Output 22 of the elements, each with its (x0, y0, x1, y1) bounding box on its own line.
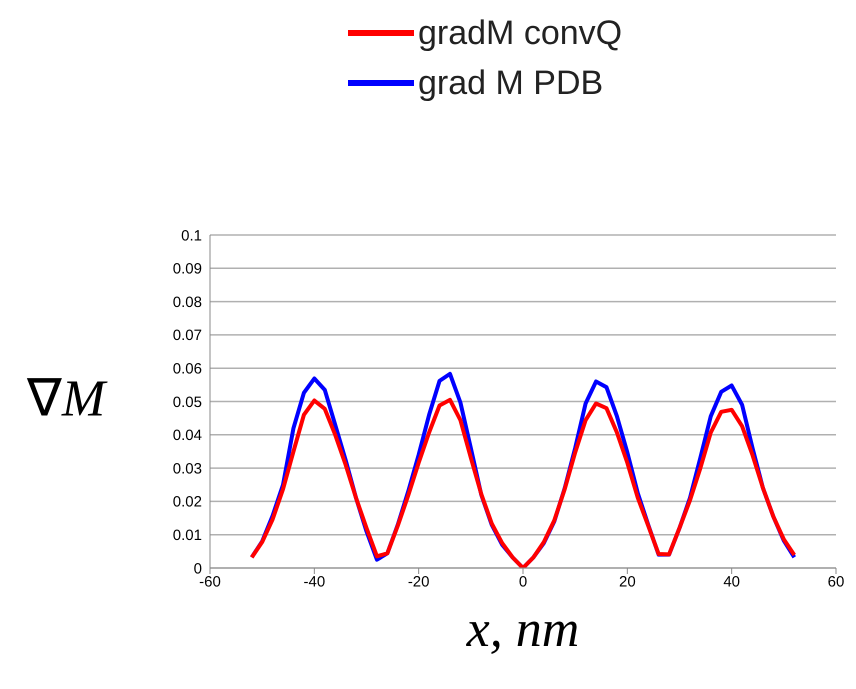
y-axis-title: ∇M (26, 370, 108, 428)
y-tick-label: 0.08 (172, 294, 202, 311)
y-tick-label: 0.09 (172, 260, 202, 278)
x-tick-label: 20 (618, 574, 636, 591)
x-tick-label: -60 (199, 574, 221, 591)
y-tick-label: 0.03 (172, 460, 202, 478)
x-tick-label: -40 (303, 574, 326, 591)
y-tick-label: 0.06 (172, 360, 202, 378)
x-tick-label: 60 (828, 574, 844, 591)
x-tick-label: 0 (518, 574, 528, 591)
y-tick-label: 0 (194, 560, 202, 578)
x-tick-label: 40 (723, 574, 740, 591)
y-tick-label: 0.05 (172, 394, 202, 411)
x-tick-label: -20 (408, 574, 430, 591)
legend-label: grad M PDB (418, 64, 604, 102)
y-tick-label: 0.1 (181, 227, 202, 244)
x-axis-title: x, nm (466, 601, 580, 658)
y-tick-label: 0.07 (172, 327, 202, 344)
legend-label: gradM convQ (418, 14, 622, 52)
y-tick-label: 0.02 (172, 494, 202, 511)
y-tick-label: 0.01 (172, 527, 202, 544)
y-tick-label: 0.04 (172, 427, 202, 444)
